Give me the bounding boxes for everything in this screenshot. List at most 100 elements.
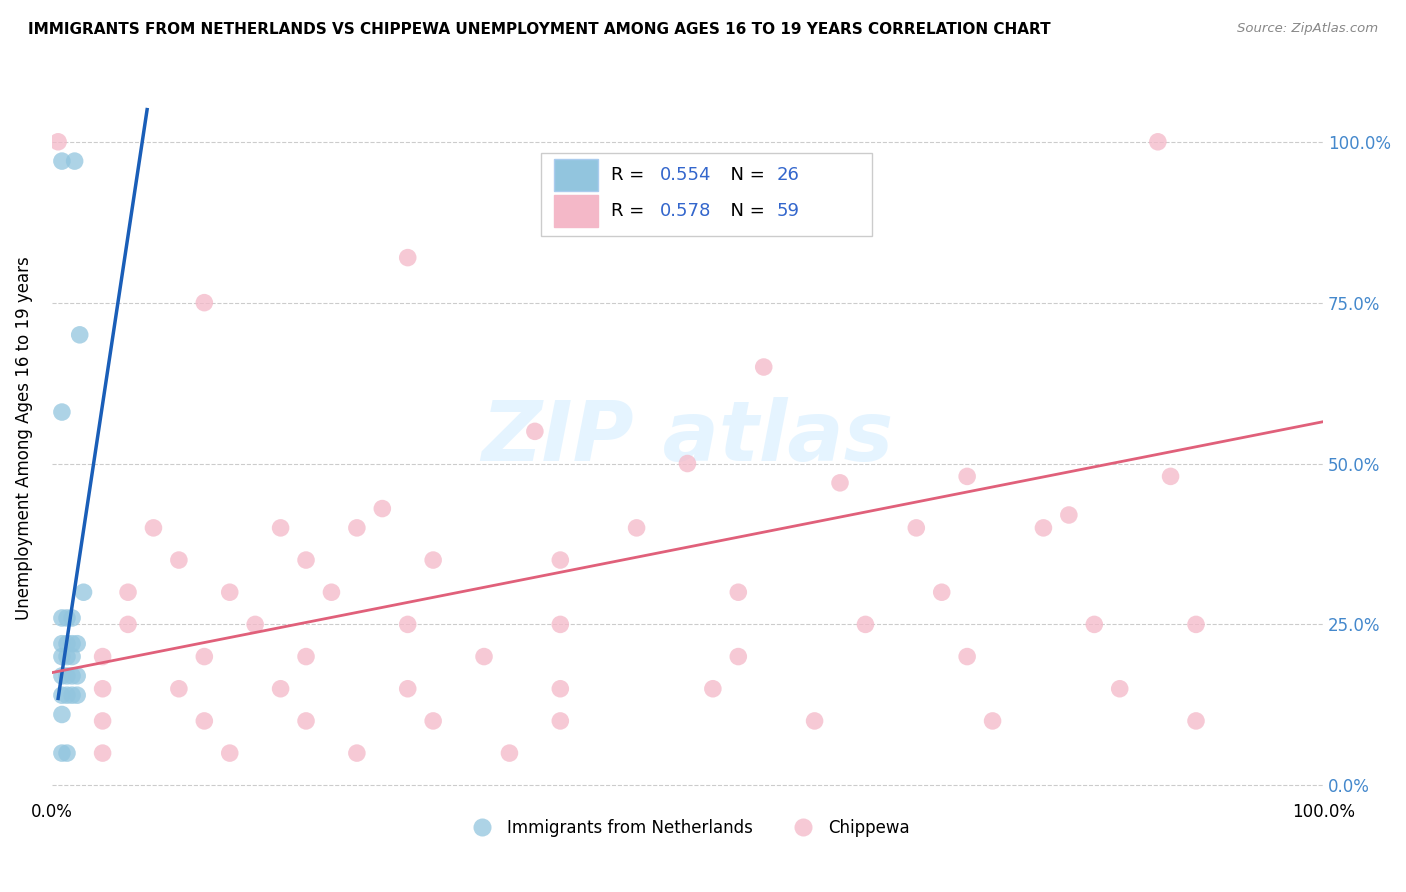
Point xyxy=(727,585,749,599)
Point xyxy=(371,501,394,516)
Point xyxy=(752,359,775,374)
Point xyxy=(51,746,73,760)
Point xyxy=(472,649,495,664)
Point xyxy=(346,746,368,760)
Point xyxy=(828,475,851,490)
Text: 59: 59 xyxy=(776,202,800,219)
Point xyxy=(855,617,877,632)
Point xyxy=(60,688,83,702)
Point xyxy=(60,669,83,683)
Point xyxy=(56,649,79,664)
Point xyxy=(626,521,648,535)
Point xyxy=(218,746,240,760)
Point xyxy=(69,327,91,342)
Point xyxy=(66,669,89,683)
Text: R =: R = xyxy=(612,166,650,184)
Point xyxy=(803,714,825,728)
Point xyxy=(56,637,79,651)
Point xyxy=(56,746,79,760)
Point xyxy=(1083,617,1105,632)
Point xyxy=(1185,714,1208,728)
Point xyxy=(523,425,546,439)
Point xyxy=(60,611,83,625)
Point xyxy=(956,649,979,664)
Point xyxy=(51,405,73,419)
Point xyxy=(51,707,73,722)
Point xyxy=(422,553,444,567)
Text: 26: 26 xyxy=(776,166,800,184)
Point xyxy=(56,688,79,702)
Point xyxy=(218,585,240,599)
Point xyxy=(243,617,266,632)
Text: N =: N = xyxy=(720,202,770,219)
Point xyxy=(167,681,190,696)
Text: R =: R = xyxy=(612,202,650,219)
Text: ZIP atlas: ZIP atlas xyxy=(481,397,894,478)
Point xyxy=(498,746,520,760)
Point xyxy=(56,669,79,683)
Point xyxy=(142,521,165,535)
Point xyxy=(981,714,1004,728)
Point xyxy=(905,521,928,535)
Y-axis label: Unemployment Among Ages 16 to 19 years: Unemployment Among Ages 16 to 19 years xyxy=(15,256,32,620)
Point xyxy=(676,457,699,471)
Point xyxy=(295,649,318,664)
Text: 0.578: 0.578 xyxy=(659,202,711,219)
FancyBboxPatch shape xyxy=(554,159,599,191)
Point xyxy=(167,553,190,567)
Point xyxy=(702,681,724,696)
Point xyxy=(931,585,953,599)
Point xyxy=(91,681,114,696)
Point xyxy=(51,688,73,702)
Point xyxy=(396,251,419,265)
Point xyxy=(727,649,749,664)
Point xyxy=(396,617,419,632)
Point xyxy=(550,714,572,728)
Point xyxy=(51,669,73,683)
Point xyxy=(1032,521,1054,535)
Text: N =: N = xyxy=(720,166,770,184)
Text: Source: ZipAtlas.com: Source: ZipAtlas.com xyxy=(1237,22,1378,36)
Point xyxy=(46,135,69,149)
Point xyxy=(396,681,419,696)
Point xyxy=(51,154,73,169)
Point xyxy=(193,295,215,310)
Point xyxy=(550,617,572,632)
FancyBboxPatch shape xyxy=(554,194,599,227)
Point xyxy=(422,714,444,728)
Legend: Immigrants from Netherlands, Chippewa: Immigrants from Netherlands, Chippewa xyxy=(458,813,917,844)
Point xyxy=(295,714,318,728)
Point xyxy=(346,521,368,535)
Point xyxy=(117,617,139,632)
Point xyxy=(270,681,292,696)
Point xyxy=(1160,469,1182,483)
Point xyxy=(956,469,979,483)
Point xyxy=(1057,508,1080,522)
Point xyxy=(1108,681,1130,696)
Text: IMMIGRANTS FROM NETHERLANDS VS CHIPPEWA UNEMPLOYMENT AMONG AGES 16 TO 19 YEARS C: IMMIGRANTS FROM NETHERLANDS VS CHIPPEWA … xyxy=(28,22,1050,37)
Point xyxy=(66,637,89,651)
Point xyxy=(56,611,79,625)
Point xyxy=(63,154,86,169)
Point xyxy=(51,637,73,651)
Point xyxy=(295,553,318,567)
Point xyxy=(117,585,139,599)
Point xyxy=(321,585,343,599)
Point xyxy=(270,521,292,535)
Point xyxy=(51,649,73,664)
Text: 0.554: 0.554 xyxy=(659,166,711,184)
Point xyxy=(66,688,89,702)
Point xyxy=(193,714,215,728)
Point xyxy=(1185,617,1208,632)
Point xyxy=(60,649,83,664)
Point xyxy=(91,649,114,664)
Point xyxy=(1147,135,1170,149)
Point xyxy=(193,649,215,664)
Point xyxy=(72,585,94,599)
Point xyxy=(91,746,114,760)
Point xyxy=(51,611,73,625)
Point xyxy=(60,637,83,651)
Point xyxy=(550,681,572,696)
Point xyxy=(550,553,572,567)
Point xyxy=(91,714,114,728)
